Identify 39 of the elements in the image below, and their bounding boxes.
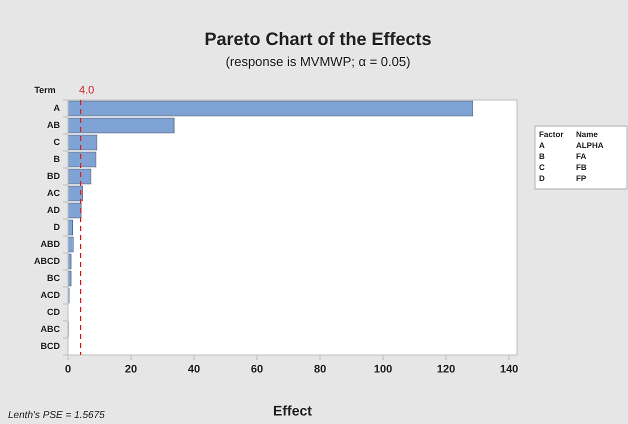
- text: ALPHA: [576, 141, 604, 150]
- text: FP: [576, 174, 587, 184]
- chart-title: Pareto Chart of the Effects: [204, 29, 432, 49]
- y-tick-label: BC: [47, 272, 60, 283]
- x-tick-label: 20: [124, 364, 138, 376]
- ref-line-label: 4.0: [78, 84, 94, 97]
- text: C: [539, 163, 545, 172]
- x-tick-label: 140: [500, 364, 518, 376]
- text: Name: [576, 130, 598, 140]
- y-tick-label: AC: [47, 188, 60, 198]
- y-tick-label: BCD: [40, 340, 60, 351]
- y-tick-label: AB: [47, 120, 60, 130]
- y-tick-label: AD: [47, 204, 60, 215]
- text: D: [539, 174, 545, 184]
- y-tick-label: ABCD: [34, 256, 60, 266]
- text: B: [539, 152, 545, 162]
- x-tick-label: 120: [436, 364, 456, 376]
- y-tick-label: D: [54, 222, 60, 232]
- y-tick-label: BD: [47, 170, 60, 181]
- text: Factor: [539, 130, 564, 140]
- y-axis-title: Term: [34, 85, 56, 95]
- y-tick-label: ACD: [40, 290, 60, 300]
- chart-subtitle: (response is MVMWP; α = 0.05): [226, 54, 410, 69]
- y-tick-label: ABD: [40, 238, 60, 249]
- x-axis-title: Effect: [273, 402, 312, 418]
- x-tick-label: 80: [314, 364, 326, 376]
- text: FB: [576, 163, 587, 172]
- text: A: [539, 141, 545, 150]
- y-tick-label: ABC: [40, 324, 60, 334]
- y-tick-label: A: [54, 102, 60, 113]
- x-tick-label: 40: [188, 364, 200, 376]
- x-tick-label: 60: [250, 364, 264, 376]
- y-tick-label: CD: [47, 306, 60, 317]
- x-tick-label: 0: [64, 364, 72, 376]
- y-tick-label: C: [54, 136, 60, 147]
- text: Lenth's PSE = 1.5675: [8, 410, 106, 421]
- x-tick-label: 100: [374, 364, 392, 376]
- y-tick-label: B: [54, 154, 60, 164]
- text: FA: [576, 152, 586, 162]
